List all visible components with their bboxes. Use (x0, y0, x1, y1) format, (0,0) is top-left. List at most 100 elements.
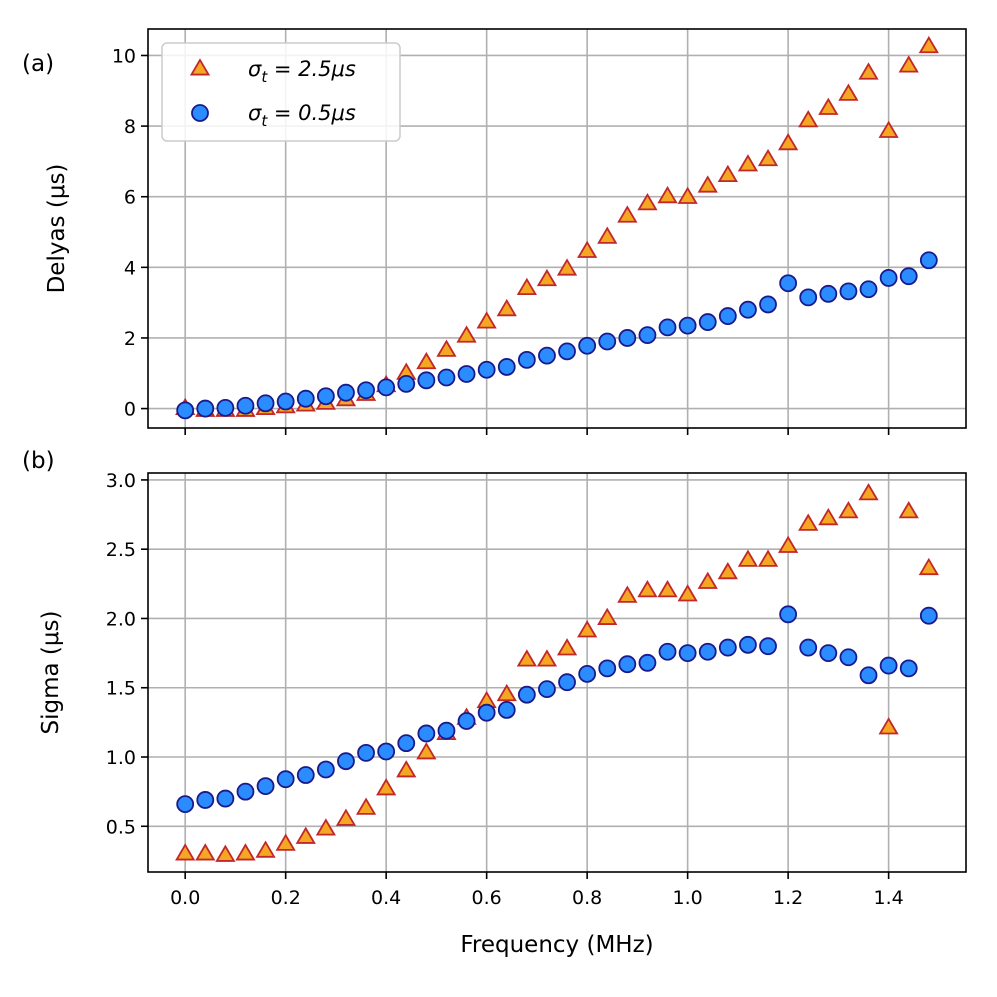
data-point-circle (477, 360, 496, 379)
data-point-circle (357, 743, 375, 762)
legend-marker-circle (191, 104, 209, 122)
data-point-triangle (556, 258, 578, 276)
data-point-triangle (878, 120, 899, 138)
data-point-triangle (175, 843, 196, 861)
data-point-circle (598, 659, 617, 678)
data-point-circle (578, 336, 597, 355)
data-point-circle (296, 766, 315, 784)
data-point-circle (477, 703, 496, 722)
data-point-triangle (677, 584, 698, 602)
data-point-circle (879, 656, 898, 675)
data-point-circle (799, 288, 818, 307)
x-tick-label: 0.6 (472, 887, 502, 909)
data-point-circle (698, 642, 717, 661)
data-point-triangle (536, 649, 558, 667)
data-point-triangle (496, 683, 517, 702)
legend-label: σt = 2.5μs (248, 57, 356, 86)
data-point-triangle (798, 110, 819, 128)
data-point-triangle (677, 186, 698, 204)
y-axis-label: Sigma (μs) (38, 611, 64, 735)
y-tick-label: 0 (124, 399, 136, 421)
legend-marker-triangle (189, 58, 211, 76)
data-point-triangle (818, 97, 839, 115)
y-tick-label: 8 (124, 116, 136, 138)
data-point-circle (216, 398, 235, 417)
x-axis-label: Frequency (MHz) (460, 932, 653, 958)
data-point-triangle (376, 778, 397, 796)
data-point-circle (397, 374, 416, 393)
data-point-circle (517, 685, 536, 704)
data-point-triangle (396, 760, 417, 778)
data-point-circle (296, 389, 315, 408)
data-point-circle (377, 378, 396, 397)
y-tick-label: 0.5 (106, 816, 136, 838)
data-point-circle (417, 724, 436, 743)
data-point-circle (859, 280, 878, 299)
data-point-circle (739, 300, 757, 319)
data-point-triangle (315, 818, 336, 836)
data-point-triangle (577, 620, 598, 638)
data-point-circle (658, 318, 677, 337)
data-point-triangle (918, 557, 939, 576)
data-point-circle (899, 659, 918, 678)
data-point-circle (457, 365, 476, 383)
data-point-triangle (737, 549, 759, 567)
data-point-circle (276, 392, 295, 411)
data-point-circle (899, 267, 918, 286)
data-point-circle (216, 789, 235, 808)
panel-a: 0 2 4 6 8 10 Delyas (μs) (a) σt = 2.5μs σt = 0.5μ… (22, 28, 967, 435)
data-point-triangle (597, 607, 618, 625)
legend-label: σt = 0.5μs (248, 101, 356, 130)
panel-label: (b) (22, 448, 55, 474)
x-tick-label: 1.0 (673, 887, 703, 909)
data-point-circle (919, 606, 938, 625)
plot-frame (147, 472, 967, 873)
data-point-triangle (657, 185, 678, 204)
data-point-triangle (778, 132, 799, 151)
data-point-circle (276, 770, 295, 789)
data-point-triangle (476, 311, 497, 329)
data-point-triangle (637, 579, 658, 598)
data-point-circle (698, 313, 717, 331)
x-tick-label: 0.0 (170, 887, 200, 909)
data-point-circle (397, 734, 416, 753)
data-point-triangle (717, 561, 738, 580)
data-point-triangle (597, 226, 618, 244)
data-point-triangle (436, 339, 457, 357)
y-tick-label: 6 (124, 187, 136, 209)
y-tick-label: 3.0 (106, 470, 136, 492)
data-point-circle (337, 383, 355, 402)
data-point-triangle (617, 585, 638, 603)
data-point-circle (658, 642, 677, 661)
data-point-circle (638, 326, 657, 345)
data-point-circle (196, 399, 215, 418)
data-point-circle (357, 381, 375, 400)
data-point-triangle (737, 154, 759, 172)
data-point-circle (759, 637, 777, 656)
data-point-circle (517, 350, 536, 369)
data-point-triangle (516, 277, 537, 296)
data-point-circle (759, 295, 777, 314)
data-point-circle (618, 655, 637, 674)
data-point-triangle (898, 501, 919, 519)
data-point-circle (538, 680, 556, 699)
data-point-circle (779, 605, 798, 624)
y-tick-label: 2 (124, 328, 136, 350)
y-tick-label: 2.5 (106, 539, 136, 561)
data-point-circle (718, 638, 737, 657)
data-point-circle (718, 307, 737, 325)
data-point-triangle (818, 507, 839, 526)
data-point-triangle (838, 501, 859, 519)
data-point-circle (417, 371, 436, 390)
data-point-triangle (335, 808, 357, 826)
data-point-circle (879, 269, 898, 287)
data-point-circle (337, 752, 355, 771)
x-tick-label: 1.2 (773, 887, 803, 909)
data-point-triangle (838, 83, 859, 101)
data-point-triangle (858, 483, 879, 501)
data-point-triangle (798, 513, 819, 531)
data-point-circle (377, 742, 396, 761)
data-point-circle (678, 316, 697, 335)
data-point-triangle (516, 649, 537, 667)
y-tick-label: 4 (124, 257, 136, 279)
